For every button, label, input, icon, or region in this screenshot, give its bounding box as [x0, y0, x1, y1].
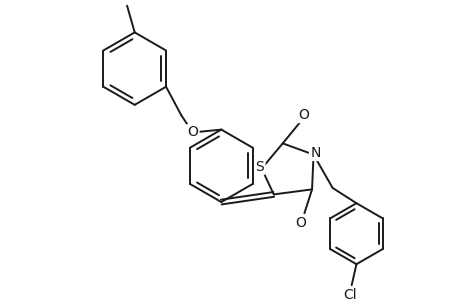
Text: O: O [297, 108, 308, 122]
Text: S: S [255, 160, 263, 174]
Text: O: O [187, 125, 198, 140]
Text: O: O [295, 216, 305, 230]
Text: Cl: Cl [342, 288, 356, 300]
Text: N: N [310, 146, 320, 160]
